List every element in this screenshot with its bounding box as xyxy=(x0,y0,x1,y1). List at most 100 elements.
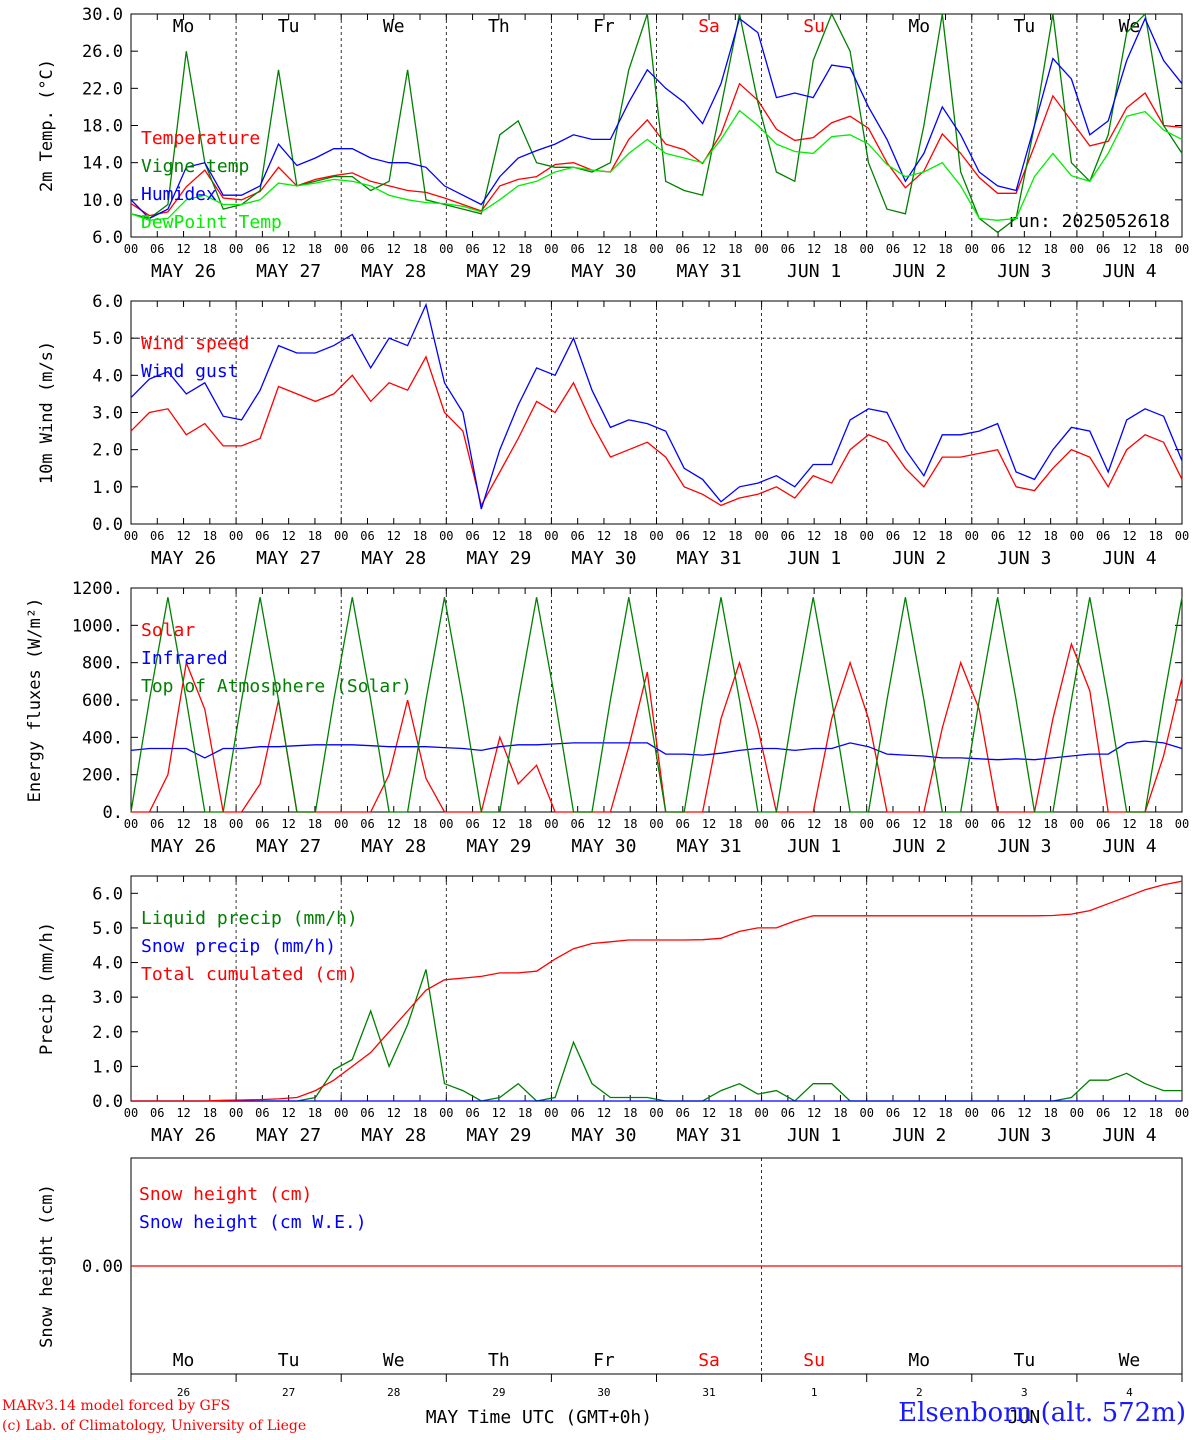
x-hour-label: 12 xyxy=(912,1106,926,1120)
series-line-vigne-temp xyxy=(130,12,1183,234)
y-tick-label: 800. xyxy=(82,654,123,674)
y-tick-label: 2.0 xyxy=(92,441,123,461)
x-hour-label: 00 xyxy=(1070,1106,1084,1120)
weekday-label: Th xyxy=(488,1350,510,1371)
x-date-label: JUN 3 xyxy=(997,261,1051,282)
x-hour-label: 18 xyxy=(938,1106,952,1120)
x-date-label: MAY 29 xyxy=(466,836,531,857)
x-hour-label: 12 xyxy=(281,242,295,256)
x-hour-label: 06 xyxy=(360,529,374,543)
day-number: 2 xyxy=(916,1386,923,1399)
x-hour-label: 06 xyxy=(781,529,795,543)
day-number: 1 xyxy=(811,1386,818,1399)
x-hour-label: 00 xyxy=(649,242,663,256)
y-tick-label: 4.0 xyxy=(92,954,123,974)
legend-entry: DewPoint Temp xyxy=(141,212,282,233)
x-hour-label: 18 xyxy=(518,1106,532,1120)
lab-credit: (c) Lab. of Climatology, University of L… xyxy=(2,1418,307,1434)
x-hour-label: 00 xyxy=(859,529,873,543)
x-date-label: JUN 2 xyxy=(892,1125,946,1146)
panel-2: 00 06 12 18 MAY 26 00 06 12 18 MAY 27 00 06 12 18 MAY … xyxy=(37,292,1189,569)
x-axis-title: Time UTC (GMT+0h) xyxy=(468,1407,652,1428)
x-hour-label: 00 xyxy=(439,817,453,831)
x-hour-label: 12 xyxy=(1122,529,1136,543)
y-tick-label: 2.0 xyxy=(92,1023,123,1043)
x-date-label: MAY 27 xyxy=(256,836,321,857)
y-tick-label: 400. xyxy=(82,728,123,748)
x-hour-label: 06 xyxy=(1096,242,1110,256)
x-date-label: MAY 26 xyxy=(151,548,216,569)
x-hour-label: 18 xyxy=(518,817,532,831)
x-hour-label: 12 xyxy=(176,242,190,256)
x-hour-label: 12 xyxy=(176,817,190,831)
series-line-total-cumulated-cm- xyxy=(131,880,1183,1102)
x-hour-label: 18 xyxy=(1148,529,1162,543)
legend-entry: Temperature xyxy=(141,128,260,149)
weekday-label: We xyxy=(1119,16,1141,37)
x-hour-label: 18 xyxy=(308,817,322,831)
x-hour-label: 18 xyxy=(833,817,847,831)
x-date-label: MAY 26 xyxy=(151,836,216,857)
x-hour-label: 12 xyxy=(702,242,716,256)
x-hour-label: 06 xyxy=(570,242,584,256)
x-hour-label: 12 xyxy=(281,529,295,543)
x-date-label: MAY 30 xyxy=(571,1125,636,1146)
x-hour-label: 00 xyxy=(649,529,663,543)
x-hour-label: 06 xyxy=(360,1106,374,1120)
x-hour-label: 18 xyxy=(623,529,637,543)
x-hour-label: 06 xyxy=(255,1106,269,1120)
x-date-label: JUN 1 xyxy=(787,1125,841,1146)
month-label-may: MAY xyxy=(426,1407,459,1428)
x-hour-label: 00 xyxy=(334,817,348,831)
x-hour-label: 12 xyxy=(1017,529,1031,543)
x-date-label: JUN 4 xyxy=(1102,836,1156,857)
x-hour-label: 00 xyxy=(965,242,979,256)
x-hour-label: 06 xyxy=(991,242,1005,256)
weekday-label: Su xyxy=(803,16,825,37)
x-hour-label: 00 xyxy=(859,1106,873,1120)
x-hour-label: 00 xyxy=(439,1106,453,1120)
x-hour-label: 00 xyxy=(334,529,348,543)
panel-frame xyxy=(130,300,1183,525)
y-tick-label: 14.0 xyxy=(82,154,123,174)
x-hour-label: 18 xyxy=(1043,529,1057,543)
y-tick-label: 26.0 xyxy=(82,42,123,62)
weekday-label: We xyxy=(1119,1350,1141,1371)
x-hour-label: 18 xyxy=(413,529,427,543)
x-hour-label: 00 xyxy=(859,817,873,831)
day-number: 27 xyxy=(282,1386,295,1399)
x-hour-label: 00 xyxy=(965,1106,979,1120)
x-hour-label: 00 xyxy=(754,529,768,543)
x-date-label: MAY 26 xyxy=(151,1125,216,1146)
x-hour-label: 00 xyxy=(754,242,768,256)
x-hour-label: 12 xyxy=(387,242,401,256)
weekday-label: Tu xyxy=(1014,1350,1036,1371)
x-hour-label: 00 xyxy=(965,529,979,543)
x-hour-label: 18 xyxy=(203,242,217,256)
x-hour-label: 18 xyxy=(833,1106,847,1120)
x-date-label: MAY 30 xyxy=(571,261,636,282)
x-date-label: MAY 29 xyxy=(466,261,531,282)
x-hour-label: 06 xyxy=(570,1106,584,1120)
run-label: run: 2025052618 xyxy=(1007,211,1170,232)
x-hour-label: 12 xyxy=(1017,817,1031,831)
x-hour-label: 12 xyxy=(807,817,821,831)
x-hour-label: 18 xyxy=(203,529,217,543)
x-hour-label: 12 xyxy=(387,817,401,831)
x-date-label: JUN 3 xyxy=(997,836,1051,857)
x-date-label: JUN 2 xyxy=(892,548,946,569)
x-hour-label: 18 xyxy=(1043,242,1057,256)
x-date-label: MAY 30 xyxy=(571,836,636,857)
x-date-label: MAY 31 xyxy=(677,548,742,569)
x-hour-label: 18 xyxy=(308,242,322,256)
x-hour-label: 18 xyxy=(1043,817,1057,831)
x-date-label: JUN 3 xyxy=(997,1125,1051,1146)
y-tick-label: 4.0 xyxy=(92,366,123,386)
weekday-label: Fr xyxy=(593,16,615,37)
x-hour-label: 18 xyxy=(728,817,742,831)
x-hour-label: 06 xyxy=(1096,1106,1110,1120)
x-date-label: MAY 30 xyxy=(571,548,636,569)
x-hour-label: 06 xyxy=(991,1106,1005,1120)
x-hour-label: 12 xyxy=(1122,242,1136,256)
